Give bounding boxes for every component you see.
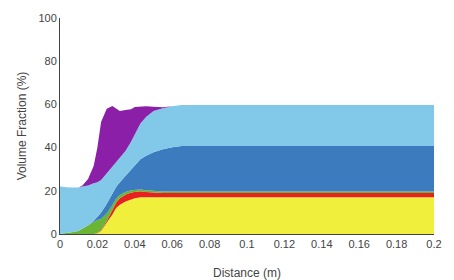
svg-text:0.2: 0.2 [426,238,441,250]
svg-text:Distance (m): Distance (m) [213,266,281,280]
svg-text:0.06: 0.06 [161,238,182,250]
svg-text:0: 0 [51,228,57,240]
svg-text:0.1: 0.1 [239,238,254,250]
svg-text:0.18: 0.18 [386,238,407,250]
svg-text:0.08: 0.08 [199,238,220,250]
svg-text:0.14: 0.14 [311,238,332,250]
svg-text:0.04: 0.04 [124,238,145,250]
svg-text:0.02: 0.02 [87,238,108,250]
svg-text:100: 100 [38,12,56,24]
svg-text:0.16: 0.16 [348,238,369,250]
svg-text:0: 0 [57,238,63,250]
svg-text:40: 40 [45,141,57,153]
svg-text:20: 20 [45,185,57,197]
svg-text:80: 80 [45,55,57,67]
svg-text:0.12: 0.12 [274,238,295,250]
svg-text:Volume Fraction (%): Volume Fraction (%) [15,72,29,181]
svg-text:60: 60 [45,98,57,110]
